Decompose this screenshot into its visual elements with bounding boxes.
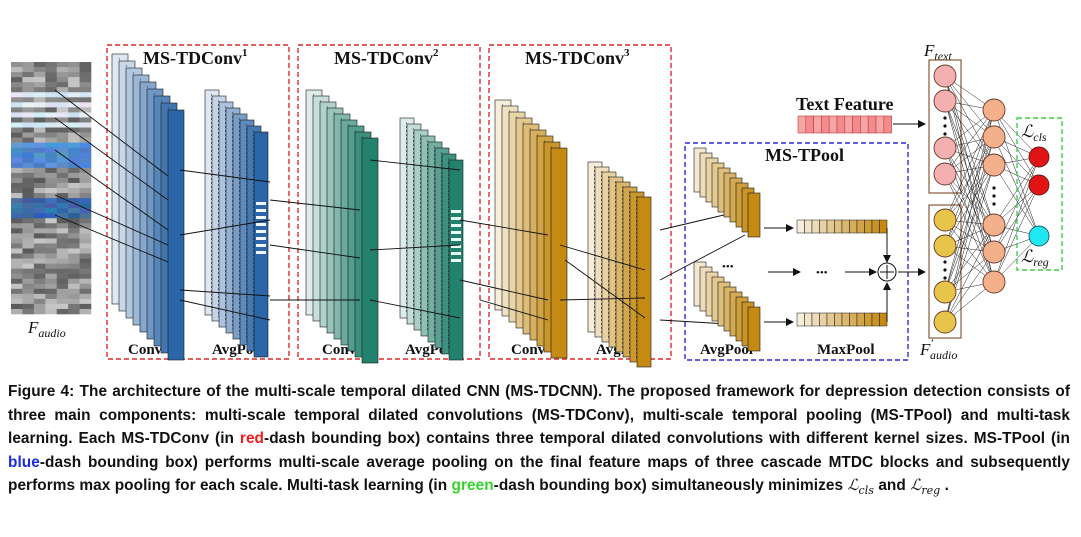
feature-map-stacks [111, 53, 652, 368]
caption-blue-word: blue [8, 453, 40, 471]
ms-tpool-content [693, 147, 926, 352]
ms-tdconv-1-title: MS-TDConv1 [143, 47, 248, 68]
loss-reg-label: ℒreg [1021, 247, 1049, 269]
input-label: Faudio [27, 318, 66, 340]
connector-lines [54, 89, 746, 326]
ms-tdconv-3-box [488, 44, 672, 360]
caption-loss-reg: ℒreg [910, 476, 941, 498]
caption-loss-cls: ℒcls [847, 476, 874, 498]
ms-tdconv-2-title: MS-TDConv2 [334, 47, 439, 68]
audio-input-spectrogram [11, 62, 92, 315]
text-feature-label: Text Feature [796, 94, 893, 114]
ms-tdconv-2-box [297, 44, 481, 360]
ms-tpool-box [684, 142, 909, 361]
text-feature-vector [797, 115, 926, 134]
tpool-dots-left: ••• [722, 261, 734, 273]
multi-task-box [1016, 117, 1063, 271]
ms-tpool-title: MS-TPool [765, 145, 844, 165]
ms-tdconv-3-title: MS-TDConv3 [525, 47, 630, 68]
caption-green-word: green [451, 477, 494, 494]
loss-cls-label: ℒcls [1021, 122, 1047, 144]
architecture-figure: Faudio MS-TDConv1 MS-TDConv2 MS-TDConv3 … [11, 41, 1063, 368]
figure-caption: Figure 4: The architecture of the multi-… [8, 383, 1070, 498]
ms-tpool-avgpool-label: AvgPool [700, 342, 753, 358]
tpool-dots-right: ••• [816, 267, 828, 279]
ms-tpool-maxpool-label: MaxPool [817, 342, 875, 358]
f-audio-prime-label: F′ audio [919, 336, 957, 362]
multi-task-network [928, 59, 1050, 339]
caption-red-word: red [239, 430, 265, 447]
